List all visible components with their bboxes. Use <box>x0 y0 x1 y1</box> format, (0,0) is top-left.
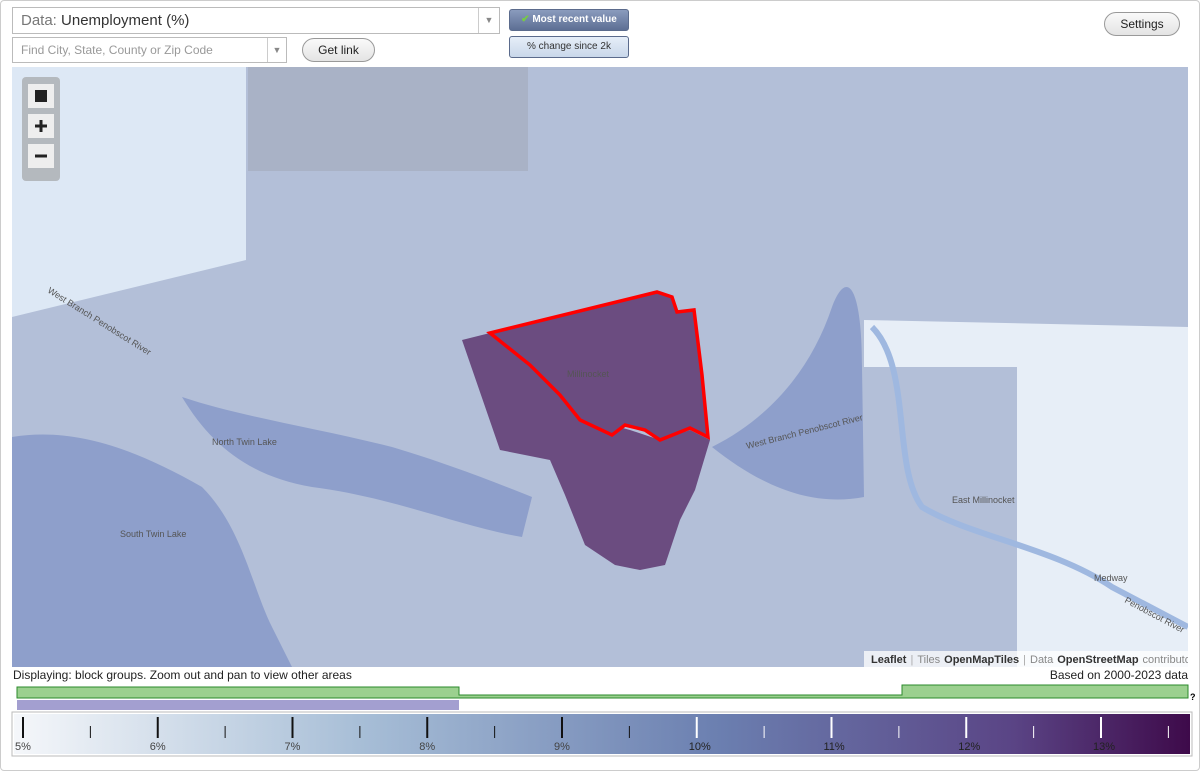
plus-icon <box>35 120 47 132</box>
data-select[interactable]: Data: Unemployment (%) ▼ <box>12 7 500 34</box>
attribution-part: | <box>910 654 913 666</box>
settings-button[interactable]: Settings <box>1104 12 1180 36</box>
attribution-part: OpenMapTiles <box>944 654 1019 666</box>
attribution-part: | <box>1023 654 1026 666</box>
map-label: East Millinocket <box>952 495 1015 505</box>
legend-label: 13% <box>1093 741 1115 753</box>
selected-area <box>462 333 710 570</box>
lake <box>12 434 292 667</box>
map[interactable]: West Branch Penobscot River North Twin L… <box>12 67 1188 667</box>
attribution-part: Tiles <box>917 654 940 666</box>
attribution-part: Leaflet <box>871 654 907 666</box>
dropdown-arrow: ▼ <box>267 38 286 62</box>
legend-label: 10% <box>689 741 711 753</box>
map-label: Medway <box>1094 573 1128 583</box>
light-region <box>12 67 246 317</box>
legend-label: 5% <box>15 741 31 753</box>
legend-label: 7% <box>285 741 301 753</box>
dropdown-arrow: ▼ <box>478 8 499 33</box>
displaying-note: Displaying: block groups. Zoom out and p… <box>13 668 352 682</box>
coverage-bar <box>16 684 1189 699</box>
check-icon: ✔ <box>521 14 530 25</box>
legend: ? 5% 6% 7% 8% 9% 10% 11% 12% 13% <box>11 684 1196 757</box>
legend-label: 9% <box>554 741 570 753</box>
search-placeholder: Find City, State, County or Zip Code <box>21 43 213 57</box>
selection-bar <box>17 700 459 710</box>
river <box>869 324 1188 630</box>
zoom-control <box>22 77 60 181</box>
data-label: Data: <box>21 12 57 29</box>
most-recent-label: Most recent value <box>532 14 617 25</box>
lake <box>712 287 864 500</box>
attribution-box <box>864 651 1188 667</box>
get-link-button[interactable]: Get link <box>302 38 375 62</box>
most-recent-toggle[interactable]: ✔ Most recent value <box>509 9 629 31</box>
selected-outline <box>486 290 711 442</box>
map-label: South Twin Lake <box>120 529 186 539</box>
attribution-part: Data <box>1030 654 1054 666</box>
change-toggle[interactable]: % change since 2k <box>509 36 629 58</box>
region <box>248 67 528 171</box>
map-label: North Twin Lake <box>212 437 277 447</box>
legend-label: 12% <box>958 741 980 753</box>
fullscreen-icon <box>35 90 47 102</box>
legend-label: 11% <box>824 741 845 753</box>
attribution: Leaflet | Tiles OpenMapTiles | Data OpenStreet… <box>871 654 1188 666</box>
data-value: Unemployment (%) <box>61 12 190 29</box>
based-on-note: Based on 2000-2023 data <box>1049 668 1188 682</box>
legend-label: 6% <box>150 741 166 753</box>
legend-gradient <box>14 714 1190 754</box>
lake <box>182 397 532 537</box>
help-icon[interactable]: ? <box>1190 692 1196 702</box>
map-label: Millinocket <box>567 369 610 379</box>
legend-label: 8% <box>419 741 435 753</box>
attribution-part: OpenStreetMap <box>1057 654 1139 666</box>
search-box[interactable]: Find City, State, County or Zip Code ▼ <box>12 37 287 63</box>
attribution-part: contributors <box>1143 654 1188 666</box>
